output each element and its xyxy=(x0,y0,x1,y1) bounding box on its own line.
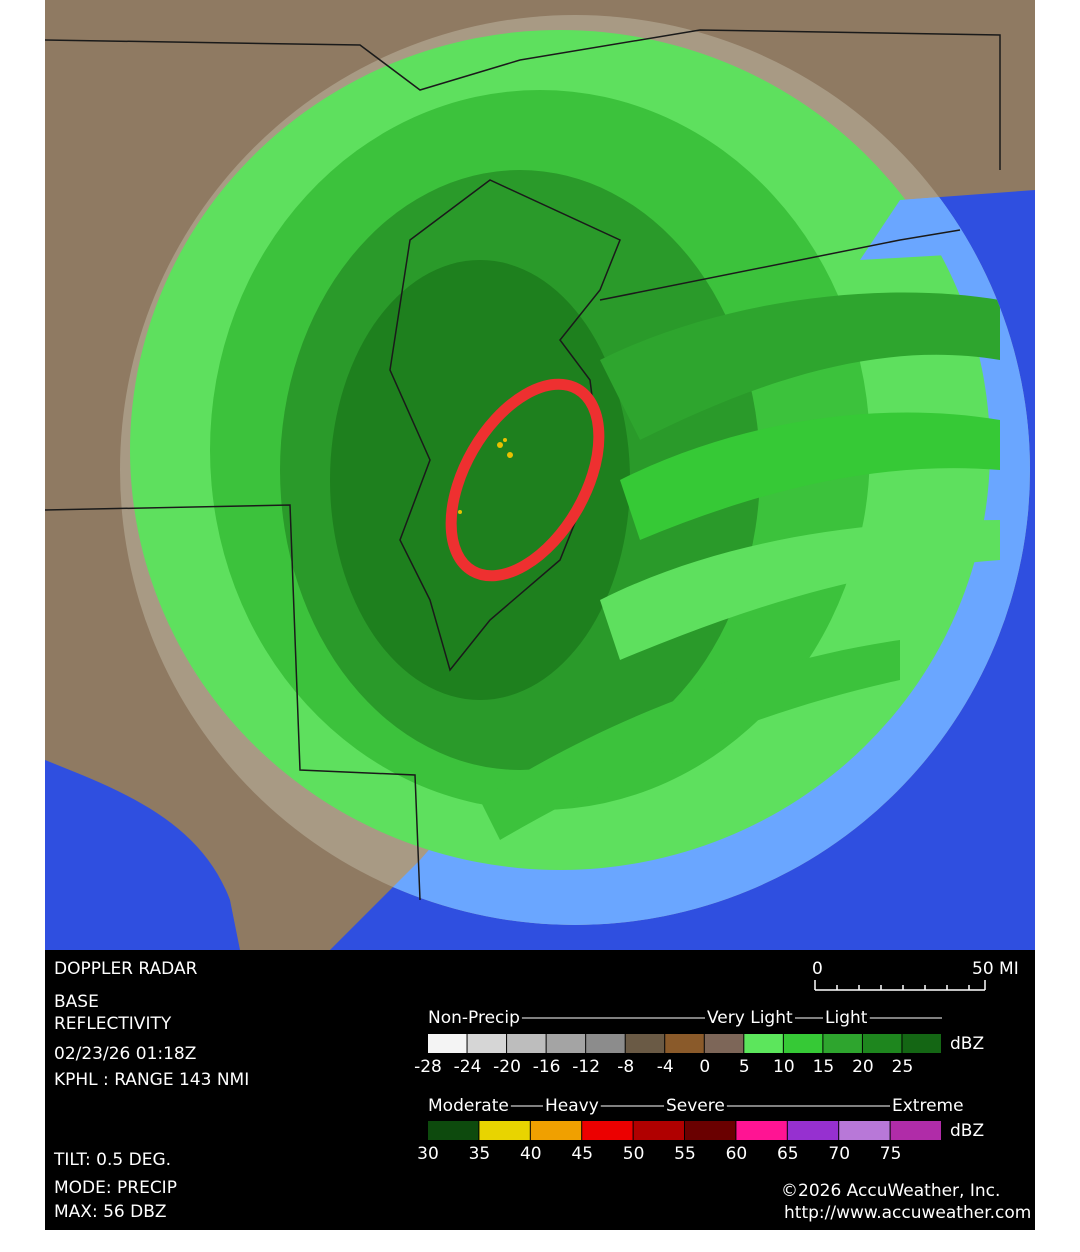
legend-category: Heavy xyxy=(545,1096,599,1116)
legend-swatch xyxy=(633,1121,684,1140)
product: BASE xyxy=(54,992,99,1012)
legend-tick: 75 xyxy=(880,1144,902,1164)
tilt: TILT: 0.5 DEG. xyxy=(53,1150,171,1170)
legend-category: Very Light xyxy=(707,1008,793,1028)
legend-tick: 50 xyxy=(623,1144,645,1164)
legend-swatch xyxy=(862,1034,902,1053)
legend-tick: 20 xyxy=(852,1057,874,1077)
legend-tick: -24 xyxy=(454,1057,482,1077)
label-bg xyxy=(664,1096,727,1116)
scale-bar xyxy=(814,980,986,991)
info-panel xyxy=(45,950,1035,1230)
label-bg xyxy=(543,1096,601,1116)
legend-swatch xyxy=(704,1034,744,1053)
legend-unit: dBZ xyxy=(950,1121,984,1141)
label-bg xyxy=(890,1096,966,1116)
legend-swatch xyxy=(546,1034,586,1053)
legend-tick: 40 xyxy=(520,1144,542,1164)
label-bg xyxy=(426,1008,522,1028)
legend-swatch xyxy=(839,1121,890,1140)
copyright: ©2026 AccuWeather, Inc. xyxy=(781,1181,1000,1201)
product: REFLECTIVITY xyxy=(54,1014,172,1034)
radar-map xyxy=(45,0,1035,950)
legend-swatch xyxy=(685,1121,736,1140)
legend-category: Extreme xyxy=(892,1096,964,1116)
legend-swatch xyxy=(467,1034,507,1053)
legend-tick: 5 xyxy=(739,1057,750,1077)
legend-swatch xyxy=(783,1034,823,1053)
legend-unit: dBZ xyxy=(950,1034,984,1054)
timestamp: 02/23/26 01:18Z xyxy=(54,1044,196,1064)
scale-end: 50 MI xyxy=(972,959,1019,979)
legend-swatch xyxy=(586,1034,625,1053)
max: MAX: 56 DBZ xyxy=(54,1202,167,1222)
legend-tick: 15 xyxy=(813,1057,835,1077)
legend-swatch xyxy=(479,1121,530,1140)
legend-swatch xyxy=(530,1121,582,1140)
legend-swatch xyxy=(736,1121,787,1140)
legend-tick: 30 xyxy=(417,1144,439,1164)
legend-tick: 55 xyxy=(674,1144,696,1164)
legend-tick: 35 xyxy=(469,1144,491,1164)
legend: Non-Precip Very Light Light dBZ -28 -24 -20 -16… xyxy=(414,1008,984,1164)
legend-category: Light xyxy=(825,1008,868,1028)
legend-tick: 0 xyxy=(699,1057,710,1077)
legend-category: Moderate xyxy=(428,1096,509,1116)
annotation-circle xyxy=(445,378,605,582)
legend-swatch xyxy=(507,1034,546,1053)
mode: MODE: PRECIP xyxy=(54,1178,177,1198)
legend-tick: 60 xyxy=(726,1144,748,1164)
legend-tick: -4 xyxy=(657,1057,674,1077)
legend-tick: 45 xyxy=(571,1144,593,1164)
legend-tick: 65 xyxy=(777,1144,799,1164)
legend-swatch xyxy=(582,1121,633,1140)
legend-tick: 10 xyxy=(773,1057,795,1077)
legend-swatch xyxy=(744,1034,783,1053)
legend-tick: 25 xyxy=(892,1057,914,1077)
legend-category: Severe xyxy=(666,1096,725,1116)
echoes xyxy=(458,438,513,514)
legend-swatch xyxy=(787,1121,839,1140)
legend-swatch xyxy=(890,1121,941,1140)
label-bg xyxy=(426,1096,511,1116)
legend-swatch xyxy=(902,1034,941,1053)
label-bg xyxy=(823,1008,870,1028)
legend-swatch xyxy=(428,1121,479,1140)
legend-swatch xyxy=(625,1034,665,1053)
legend-tick: 70 xyxy=(828,1144,850,1164)
legend-tick: -16 xyxy=(533,1057,561,1077)
scale-start: 0 xyxy=(812,959,823,979)
legend-swatch xyxy=(428,1034,467,1053)
url: http://www.accuweather.com xyxy=(784,1203,1031,1223)
legend-tick: -28 xyxy=(414,1057,442,1077)
state-borders xyxy=(45,29,1001,901)
legend-tick: -20 xyxy=(493,1057,521,1077)
label-bg xyxy=(705,1008,795,1028)
legend-swatch xyxy=(823,1034,862,1053)
legend-swatch xyxy=(665,1034,704,1053)
legend-category: Non-Precip xyxy=(428,1008,520,1028)
station: KPHL : RANGE 143 NMI xyxy=(54,1070,249,1090)
legend-tick: -8 xyxy=(617,1057,634,1077)
legend-tick: -12 xyxy=(572,1057,600,1077)
radar-title: DOPPLER RADAR xyxy=(54,959,198,979)
